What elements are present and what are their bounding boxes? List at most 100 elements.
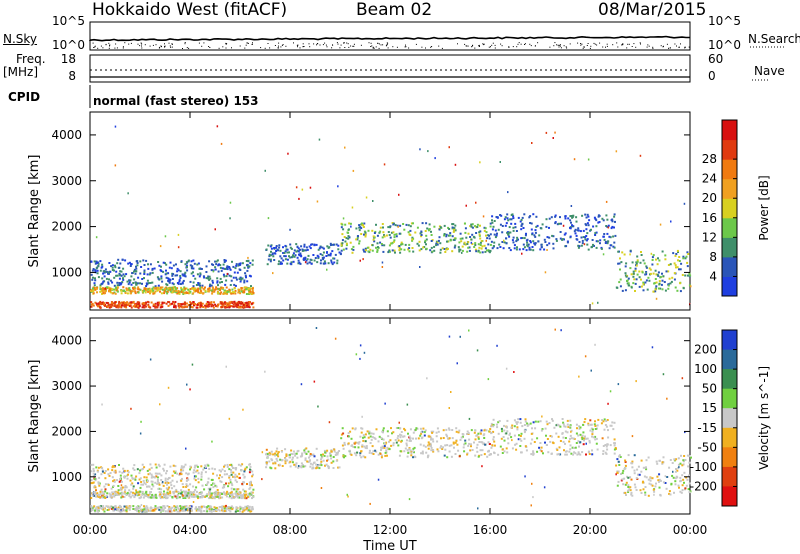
noise-search-point bbox=[646, 46, 648, 48]
scatter-cell bbox=[135, 302, 138, 305]
scatter-cell bbox=[109, 495, 112, 498]
scatter-cell bbox=[266, 456, 269, 459]
scatter-cell bbox=[114, 125, 117, 128]
scatter-cell bbox=[234, 468, 237, 471]
scatter-cell bbox=[431, 250, 434, 253]
scatter-cell bbox=[221, 267, 224, 270]
scatter-cell bbox=[127, 192, 129, 195]
scatter-cell bbox=[412, 447, 415, 450]
scatter-cell bbox=[229, 478, 232, 481]
scatter-cell bbox=[147, 282, 150, 285]
scatter-cell bbox=[598, 214, 601, 217]
scatter-cell bbox=[229, 507, 232, 510]
scatter-cell bbox=[451, 250, 454, 253]
scatter-cell bbox=[313, 455, 316, 458]
scatter-cell bbox=[638, 285, 641, 288]
scatter-cell bbox=[167, 277, 170, 280]
scatter-cell bbox=[125, 494, 128, 496]
scatter-cell bbox=[158, 482, 160, 485]
scatter-cell bbox=[171, 274, 174, 277]
scatter-cell bbox=[489, 233, 492, 236]
scatter-cell bbox=[360, 427, 363, 430]
scatter-cell bbox=[212, 510, 215, 512]
scatter-cell bbox=[565, 245, 568, 248]
scatter-cell bbox=[162, 508, 165, 511]
scatter-cell bbox=[407, 248, 410, 251]
scatter-cell bbox=[102, 505, 105, 508]
scatter-cell bbox=[526, 238, 529, 241]
scatter-cell bbox=[116, 479, 118, 482]
scatter-cell bbox=[251, 470, 254, 473]
scatter-cell bbox=[624, 464, 627, 467]
scatter-cell bbox=[145, 476, 148, 479]
scatter-cell bbox=[566, 419, 569, 422]
scatter-cell bbox=[126, 477, 129, 480]
scatter-cell bbox=[495, 234, 498, 237]
scatter-cell bbox=[175, 508, 177, 511]
noise-search-point bbox=[652, 46, 654, 48]
noise-search-point bbox=[108, 42, 110, 44]
scatter-cell bbox=[114, 301, 117, 304]
scatter-cell bbox=[350, 225, 352, 228]
scatter-cell bbox=[604, 242, 607, 244]
scatter-cell bbox=[163, 292, 166, 295]
scatter-cell bbox=[97, 305, 99, 308]
scatter-cell bbox=[232, 475, 235, 478]
scatter-cell bbox=[426, 456, 429, 459]
scatter-cell bbox=[301, 188, 304, 191]
scatter-cell bbox=[299, 248, 301, 251]
scatter-cell bbox=[104, 483, 107, 486]
scatter-cell bbox=[152, 286, 155, 289]
noise-search-point bbox=[260, 47, 262, 49]
scatter-cell bbox=[376, 242, 379, 245]
scatter-cell bbox=[128, 281, 131, 284]
scatter-cell bbox=[116, 509, 119, 512]
scatter-cell bbox=[252, 496, 255, 499]
scatter-cell bbox=[569, 437, 571, 440]
scatter-cell bbox=[193, 304, 195, 307]
scatter-cell bbox=[678, 260, 681, 262]
scatter-cell bbox=[623, 491, 626, 494]
scatter-cell bbox=[122, 302, 125, 304]
scatter-cell bbox=[211, 467, 214, 470]
scatter-cell bbox=[234, 284, 237, 287]
scatter-cell bbox=[270, 450, 273, 453]
noise-search-point bbox=[594, 43, 596, 45]
scatter-cell bbox=[678, 268, 680, 271]
scatter-cell bbox=[165, 290, 168, 293]
noise-search-point bbox=[633, 43, 635, 45]
scatter-cell bbox=[232, 471, 235, 474]
scatter-cell bbox=[569, 235, 572, 238]
scatter-cell bbox=[132, 288, 135, 290]
scatter-cell bbox=[582, 431, 585, 434]
scatter-cell bbox=[136, 301, 139, 304]
scatter-cell bbox=[595, 219, 598, 222]
scatter-cell bbox=[169, 481, 172, 484]
scatter-cell bbox=[513, 425, 516, 428]
scatter-cell bbox=[398, 245, 401, 247]
scatter-cell bbox=[153, 267, 156, 270]
scatter-cell bbox=[555, 447, 558, 450]
scatter-cell bbox=[195, 509, 198, 512]
noise-search-point bbox=[647, 44, 649, 46]
scatter-cell bbox=[135, 493, 138, 496]
scatter-cell bbox=[144, 510, 146, 513]
scatter-cell bbox=[317, 248, 320, 251]
scatter-cell bbox=[461, 249, 464, 252]
scatter-cell bbox=[188, 290, 191, 293]
scatter-cell bbox=[202, 505, 205, 508]
scatter-cell bbox=[485, 234, 487, 237]
scatter-cell bbox=[289, 228, 291, 231]
scatter-cell bbox=[647, 456, 650, 459]
noise-search-point bbox=[380, 44, 382, 46]
scatter-cell bbox=[145, 287, 148, 290]
scatter-cell bbox=[499, 214, 502, 216]
power-colorbar-label: Power [dB] bbox=[757, 175, 771, 240]
scatter-cell bbox=[285, 455, 288, 457]
scatter-cell bbox=[590, 369, 592, 372]
scatter-cell bbox=[518, 434, 520, 437]
scatter-cell bbox=[656, 263, 659, 266]
scatter-cell bbox=[662, 481, 665, 484]
scatter-cell bbox=[156, 472, 159, 475]
scatter-cell bbox=[175, 506, 177, 509]
